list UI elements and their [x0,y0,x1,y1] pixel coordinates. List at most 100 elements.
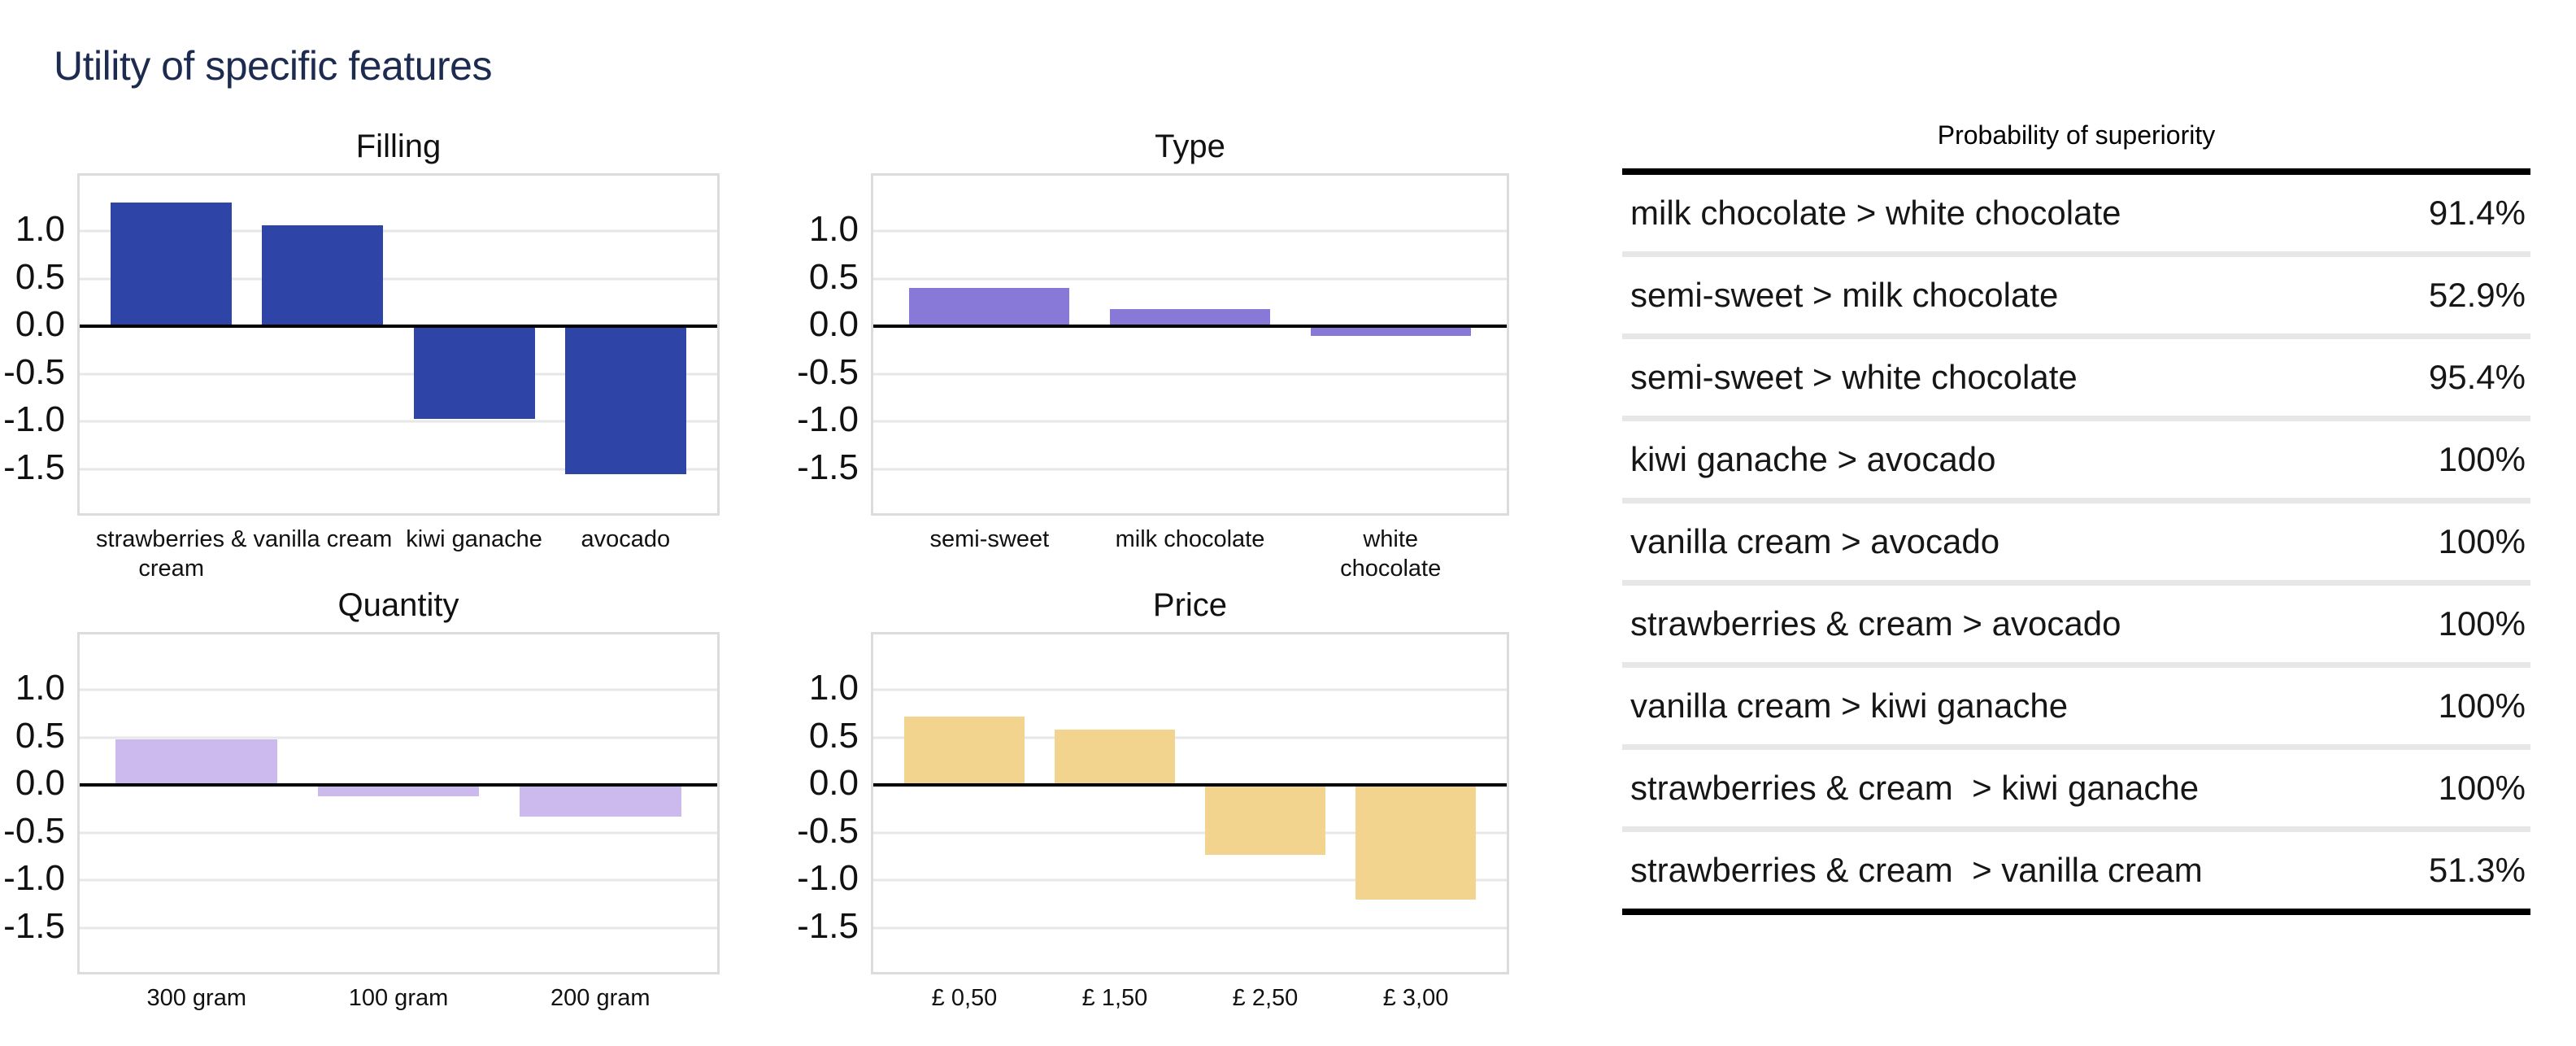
x-tick-label: £ 2,50 [1232,985,1299,1011]
gridline [873,688,1507,691]
x-tick-label: 100 gram [348,985,449,1011]
chart-title-quantity: Quantity [337,587,459,623]
gridline [80,831,717,835]
gridline [873,926,1507,930]
gridline [80,420,717,423]
table-row: strawberries & cream > kiwi ganache 100% [1622,744,2530,826]
y-tick-label: -1.5 [797,447,859,488]
bar-strawberries-&-cream [111,202,233,327]
chart-filling: Filling 1.0 0.5 0.0 -0.5 -1.0 -1.5 strawberrie… [3,129,720,582]
gridline [873,373,1507,376]
gridline [80,468,717,471]
bar-vanilla-cream [262,224,384,327]
x-tick-label: £ 0,50 [931,985,998,1011]
bar-300-gram [115,739,278,786]
x-tick-label: semi-sweet [929,526,1050,552]
y-tick-label: -1.5 [3,906,65,947]
comparison-label: vanilla cream > avocado [1630,522,2000,560]
y-tick-label: 1.0 [808,667,859,708]
bar-£-0,50 [903,716,1025,786]
y-tick-label: 0.0 [808,763,859,804]
y-tick-label: 1.0 [15,667,65,708]
y-tick-label: 1.0 [15,208,65,249]
table-row: strawberries & cream > avocado 100% [1622,580,2530,662]
probability-value: 51.3% [2428,851,2526,889]
comparison-label: vanilla cream > kiwi ganache [1630,686,2069,725]
y-tick-label: 1.0 [808,208,859,249]
x-tick-label: £ 1,50 [1081,985,1148,1011]
probability-value: 100% [2438,769,2526,807]
gridline [80,736,717,739]
y-tick-label: -1.0 [797,858,859,899]
y-tick-label: -1.0 [3,858,65,899]
gridline [873,831,1507,835]
chart-price: Price 1.0 0.5 0.0 -0.5 -1.0 -1.5 £ 0,50 £ 1,50 £… [797,587,1509,1011]
table-row: kiwi ganache > avocado 100% [1622,416,2530,498]
y-tick-label: -1.5 [797,906,859,947]
gridline [80,926,717,930]
gridline [80,229,717,233]
y-tick-label: -0.5 [797,351,859,392]
table-row: semi-sweet > white chocolate 95.4% [1622,333,2530,416]
table-row: strawberries & cream > vanilla cream 51.3… [1622,826,2530,909]
comparison-label: strawberries & cream > kiwi ganache [1630,769,2200,807]
zero-line [873,325,1507,329]
probability-table-title: Probability of superiority [1937,120,2216,150]
x-tick-label: strawberries & cream [96,526,247,582]
probability-value: 100% [2438,604,2526,643]
comparison-label: semi-sweet > milk chocolate [1630,276,2059,314]
bar-£-3,00 [1355,785,1476,900]
table-row: milk chocolate > white chocolate 91.4% [1622,175,2530,251]
y-tick-label: -1.0 [3,399,65,440]
y-tick-label: 0.5 [808,256,859,297]
gridline [80,277,717,281]
x-tick-label: kiwi ganache [406,526,542,552]
zero-line [80,325,717,329]
gridline [80,373,717,376]
comparison-label: strawberries & cream > avocado [1630,604,2121,643]
probability-table: Probability of superiority milk chocolat… [1622,120,2530,915]
chart-quantity: Quantity 1.0 0.5 0.0 -0.5 -1.0 -1.5 300 gram 10… [3,587,720,1011]
bar-100-gram [317,785,480,797]
gridline [873,878,1507,882]
chart-title-price: Price [1152,587,1228,623]
table-row: vanilla cream > avocado 100% [1622,498,2530,580]
probability-value: 91.4% [2428,194,2526,232]
y-tick-label: 0.5 [808,715,859,756]
table-row: semi-sweet > milk chocolate 52.9% [1622,251,2530,333]
y-tick-label: 0.0 [15,304,65,345]
y-tick-label: 0.5 [15,715,65,756]
probability-value: 52.9% [2428,276,2526,314]
y-tick-label: 0.0 [808,304,859,345]
chart-title-filling: Filling [355,129,442,164]
chart-type: Type 1.0 0.5 0.0 -0.5 -1.0 -1.5 semi-sweet milk… [797,129,1509,582]
bar-semi-sweet [909,288,1070,327]
gridline [873,468,1507,471]
y-tick-label: -0.5 [3,810,65,851]
bar-£-1,50 [1054,730,1175,786]
x-tick-label: milk chocolate [1115,526,1265,552]
gridline [80,878,717,882]
x-tick-label: 300 gram [146,985,246,1011]
y-tick-label: -1.5 [3,447,65,488]
x-tick-label: white chocolate [1340,526,1442,582]
probability-value: 95.4% [2428,358,2526,396]
x-tick-label: £ 3,00 [1382,985,1449,1011]
x-tick-label: vanilla cream [253,526,393,552]
y-tick-label: -0.5 [3,351,65,392]
probability-table-rows: milk chocolate > white chocolate 91.4% sem… [1622,168,2530,915]
zero-line [873,783,1507,787]
comparison-label: semi-sweet > white chocolate [1630,358,2078,396]
comparison-label: milk chocolate > white chocolate [1630,194,2121,232]
comparison-label: strawberries & cream > vanilla cream [1630,851,2203,889]
x-tick-label: avocado [581,526,671,552]
page-title: Utility of specific features [54,43,492,89]
zero-line [80,783,717,787]
x-tick-label: 200 gram [550,985,651,1011]
bar-white-chocolate [1310,326,1471,336]
gridline [80,688,717,691]
bar-milk-chocolate [1109,309,1271,327]
gridline [873,736,1507,739]
bar-200-gram [519,785,681,817]
comparison-label: kiwi ganache > avocado [1630,440,1996,478]
